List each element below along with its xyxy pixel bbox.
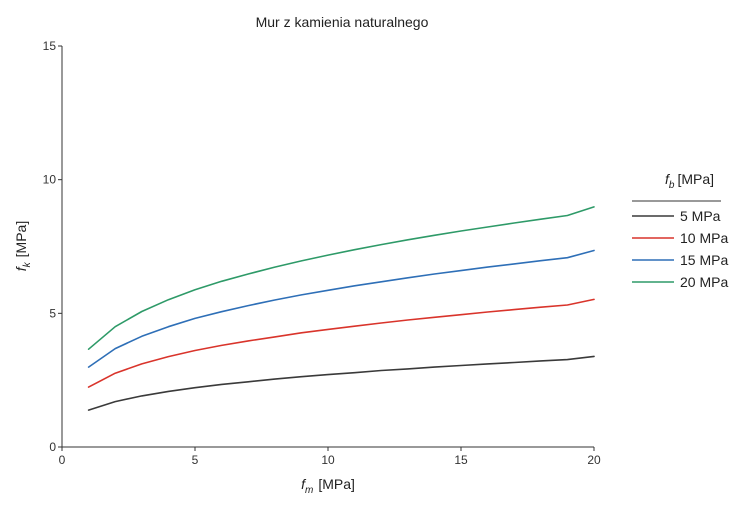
y-tick-label: 15 bbox=[43, 39, 57, 53]
x-axis-label: fm [MPa] bbox=[301, 476, 355, 496]
legend-label-15-mpa: 15 MPa bbox=[680, 252, 728, 268]
y-tick-label: 0 bbox=[49, 440, 56, 454]
y-tick-label: 10 bbox=[43, 173, 57, 187]
ticks: 0 5 10 15 20 0 5 10 15 bbox=[43, 39, 601, 467]
series-line-15-mpa bbox=[87, 249, 595, 368]
x-tick-label: 15 bbox=[454, 453, 468, 467]
legend: fb [MPa] 5 MPa 10 MPa 15 MPa 20 MPa bbox=[632, 171, 728, 290]
chart-title: Mur z kamienia naturalnego bbox=[256, 14, 429, 30]
series-line-5-mpa bbox=[87, 355, 595, 411]
x-tick-label: 5 bbox=[192, 453, 199, 467]
series-lines bbox=[87, 206, 595, 411]
y-axis-label: fk[MPa] bbox=[13, 221, 33, 271]
x-tick-label: 0 bbox=[59, 453, 66, 467]
y-tick-label: 5 bbox=[49, 306, 56, 320]
legend-label-5-mpa: 5 MPa bbox=[680, 208, 721, 224]
series-line-20-mpa bbox=[87, 206, 595, 350]
x-tick-label: 10 bbox=[321, 453, 335, 467]
x-tick-label: 20 bbox=[587, 453, 601, 467]
axes bbox=[61, 46, 594, 448]
legend-label-20-mpa: 20 MPa bbox=[680, 274, 728, 290]
legend-label-10-mpa: 10 MPa bbox=[680, 230, 728, 246]
legend-title: fb [MPa] bbox=[665, 171, 714, 191]
svg-text:fk[MPa]: fk[MPa] bbox=[13, 221, 33, 271]
series-line-10-mpa bbox=[87, 298, 595, 388]
